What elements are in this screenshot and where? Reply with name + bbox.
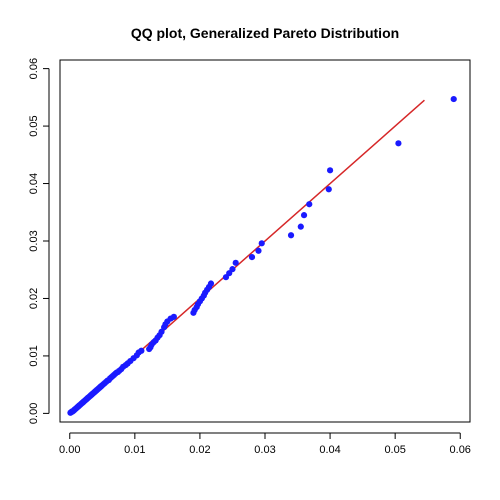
data-point <box>287 232 295 239</box>
data-point <box>325 186 332 193</box>
y-axis-tick-label: 0.06 <box>28 58 40 79</box>
chart-title: QQ plot, Generalized Pareto Distribution <box>131 25 399 41</box>
y-axis-tick-label: 0.05 <box>28 115 40 136</box>
data-point <box>207 280 215 287</box>
y-axis-tick-label: 0.04 <box>28 173 40 194</box>
data-point <box>297 223 304 230</box>
x-axis-tick-label: 0.01 <box>124 444 145 456</box>
y-axis-tick-label: 0.02 <box>28 288 40 309</box>
x-axis-tick-label: 0.06 <box>450 444 471 456</box>
y-axis-tick-label: 0.03 <box>28 230 40 251</box>
data-point <box>450 95 457 103</box>
data-point <box>300 212 308 219</box>
plot-frame <box>59 59 471 423</box>
data-point <box>138 347 145 354</box>
data-point <box>258 240 265 247</box>
y-axis-tick-label: 0.01 <box>28 345 40 366</box>
x-axis-tick-label: 0.04 <box>319 444 340 456</box>
data-point <box>248 253 256 261</box>
data-point <box>395 140 402 147</box>
x-axis-tick-label: 0.05 <box>384 444 405 456</box>
data-points-layer <box>67 95 457 416</box>
axis-layer: 0.00 0.01 0.02 0.03 0.04 0.05 0.06 0.00 0.01 0.02… <box>28 58 471 456</box>
x-axis-tick-label: 0.03 <box>254 444 275 456</box>
data-point <box>306 201 313 208</box>
data-point <box>326 167 334 174</box>
x-axis-tick-label: 0.02 <box>189 444 210 456</box>
data-point <box>255 247 262 254</box>
data-point <box>158 328 165 335</box>
data-point <box>170 313 177 320</box>
y-axis-tick-label: 0.00 <box>28 403 40 424</box>
data-point <box>232 259 239 266</box>
data-point <box>229 266 236 273</box>
x-axis-tick-label: 0.00 <box>59 444 80 456</box>
